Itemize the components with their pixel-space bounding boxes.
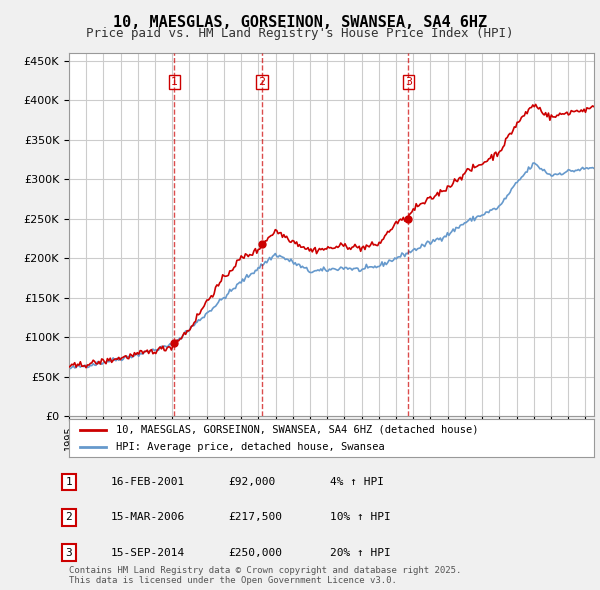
Text: 15-SEP-2014: 15-SEP-2014 [111,548,185,558]
Text: 20% ↑ HPI: 20% ↑ HPI [330,548,391,558]
Text: 1: 1 [65,477,73,487]
Text: Price paid vs. HM Land Registry's House Price Index (HPI): Price paid vs. HM Land Registry's House … [86,27,514,40]
Text: 2: 2 [65,513,73,522]
Text: Contains HM Land Registry data © Crown copyright and database right 2025.
This d: Contains HM Land Registry data © Crown c… [69,566,461,585]
Text: 10% ↑ HPI: 10% ↑ HPI [330,513,391,522]
Text: 16-FEB-2001: 16-FEB-2001 [111,477,185,487]
Text: £92,000: £92,000 [228,477,275,487]
Text: 10, MAESGLAS, GORSEINON, SWANSEA, SA4 6HZ: 10, MAESGLAS, GORSEINON, SWANSEA, SA4 6H… [113,15,487,30]
Text: HPI: Average price, detached house, Swansea: HPI: Average price, detached house, Swan… [116,441,385,451]
Text: 15-MAR-2006: 15-MAR-2006 [111,513,185,522]
Text: 1: 1 [171,77,178,87]
Text: £250,000: £250,000 [228,548,282,558]
Text: £217,500: £217,500 [228,513,282,522]
Text: 2: 2 [259,77,265,87]
Text: 3: 3 [65,548,73,558]
Text: 10, MAESGLAS, GORSEINON, SWANSEA, SA4 6HZ (detached house): 10, MAESGLAS, GORSEINON, SWANSEA, SA4 6H… [116,425,479,435]
Text: 3: 3 [405,77,412,87]
Text: 4% ↑ HPI: 4% ↑ HPI [330,477,384,487]
